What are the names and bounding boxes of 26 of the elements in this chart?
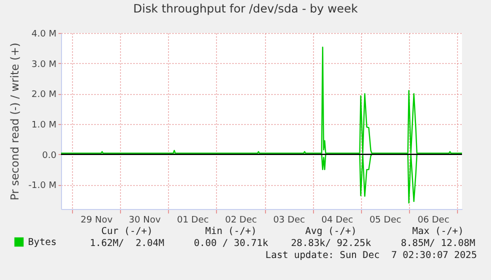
y-tick-label: 2.0 M <box>32 90 56 100</box>
text: 8.85M/ 12.08M <box>400 238 476 249</box>
y-tick-label: 1.0 M <box>32 120 56 131</box>
chart-title: Disk throughput for /dev/sda - by week <box>133 2 358 16</box>
x-tick-label: 29 Nov <box>80 216 114 226</box>
text: 28.83k/ 92.25k <box>290 238 372 249</box>
x-tick-label: 30 Nov <box>128 216 162 226</box>
x-tick-label: 01 Dec <box>176 216 209 226</box>
x-tick-label: 05 Dec <box>369 216 402 226</box>
text: Max (-/+) <box>412 226 464 237</box>
y-axis-title: Pr second read (-) / write (+) <box>8 42 22 200</box>
x-tick-label: 04 Dec <box>321 216 354 226</box>
x-tick-label: 03 Dec <box>273 216 305 226</box>
y-tick-label: 0.0 <box>42 150 57 161</box>
x-tick-label: 02 Dec <box>225 216 257 226</box>
y-tick-label: -1.0 M <box>28 181 56 192</box>
y-tick-label: 4.0 M <box>32 30 56 40</box>
y-tick-label: 3.0 M <box>32 60 56 70</box>
text: Avg (-/+) <box>305 226 357 237</box>
legend-label: Bytes <box>28 237 57 248</box>
text: 0.00 / 30.71k <box>194 238 268 249</box>
text: Last update: Sun Dec 7 02:30:07 2025 <box>265 250 477 261</box>
text: Min (-/+) <box>205 226 257 237</box>
text: Cur (-/+) <box>101 226 153 237</box>
text: 1.62M/ 2.04M <box>90 238 164 249</box>
x-tick-label: 06 Dec <box>418 216 450 226</box>
